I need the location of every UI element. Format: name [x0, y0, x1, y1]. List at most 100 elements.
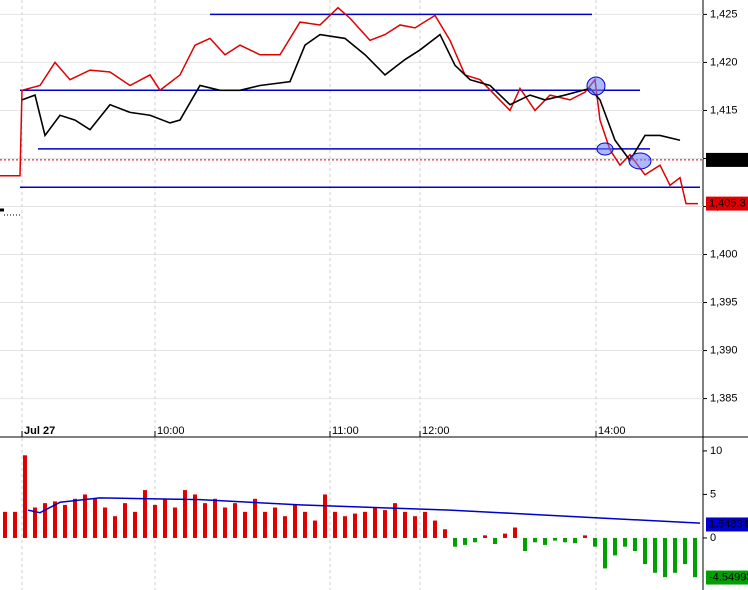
bar	[563, 537, 567, 543]
bar	[483, 535, 487, 538]
series-line	[21, 33, 681, 162]
bar	[463, 537, 467, 545]
price-label-box	[706, 196, 748, 211]
price-label: 1,409.85	[709, 154, 748, 166]
price-label: -4.54993	[709, 571, 748, 583]
bar	[173, 507, 177, 538]
x-tick-label: 11:00	[332, 425, 359, 437]
bar	[213, 498, 217, 538]
bar	[223, 507, 227, 538]
bar	[473, 537, 477, 543]
bar	[13, 511, 17, 538]
bar	[523, 537, 527, 552]
y-tick-label: 10	[710, 445, 722, 457]
bar	[23, 455, 27, 538]
bar	[323, 494, 327, 538]
bar	[623, 537, 627, 547]
price-label: 1,405.3	[709, 198, 746, 210]
bar	[613, 537, 617, 556]
bar	[83, 494, 87, 538]
bar	[143, 490, 147, 538]
bar	[493, 537, 497, 545]
bar	[423, 511, 427, 538]
bar	[153, 504, 157, 538]
bar	[533, 537, 537, 543]
bar	[63, 504, 67, 538]
bar	[93, 498, 97, 538]
y-tick-label: 1,395	[710, 296, 738, 308]
bar	[643, 537, 647, 565]
bar	[193, 494, 197, 538]
annotation-circle	[586, 76, 606, 96]
bar	[543, 537, 547, 545]
bar	[653, 537, 657, 573]
bar	[133, 511, 137, 538]
bar	[343, 516, 347, 538]
bar	[593, 537, 597, 547]
bar	[273, 507, 277, 538]
bar	[393, 503, 397, 538]
annotation-circle	[628, 152, 652, 170]
bar	[313, 520, 317, 538]
bar	[513, 527, 517, 538]
bar	[3, 511, 7, 538]
bar	[443, 529, 447, 538]
bar	[413, 516, 417, 538]
bar	[53, 501, 57, 538]
bar	[363, 511, 367, 538]
y-tick-label: 1,420	[710, 56, 738, 68]
price-label-box	[706, 152, 748, 167]
bar	[663, 537, 667, 578]
y-tick-label: 1,425	[710, 8, 738, 20]
bar	[603, 537, 607, 569]
bar	[103, 507, 107, 538]
y-tick-label: 1,385	[710, 392, 738, 404]
y-tick-label: 0	[710, 532, 716, 544]
bar	[583, 535, 587, 538]
bar	[693, 537, 697, 578]
bar	[263, 511, 267, 538]
bar	[633, 537, 637, 552]
price-label-box	[706, 517, 748, 532]
price-label-box	[706, 570, 748, 585]
bar	[453, 537, 457, 547]
bar	[353, 513, 357, 538]
y-tick-label: 1,400	[710, 248, 738, 260]
bar	[113, 516, 117, 538]
bar	[683, 537, 687, 565]
bar	[403, 511, 407, 538]
bar	[303, 511, 307, 538]
bar	[183, 490, 187, 538]
x-tick-label: 14:00	[598, 425, 626, 437]
x-tick-label: Jul 27	[24, 425, 55, 437]
y-tick-label: 1,390	[710, 344, 738, 356]
bar	[553, 537, 557, 541]
y-tick-label: 5	[710, 488, 716, 500]
bar	[233, 503, 237, 538]
bar	[293, 504, 297, 538]
bar	[43, 503, 47, 538]
price-label: 1.54834	[709, 518, 748, 530]
bar	[433, 520, 437, 538]
bar	[573, 537, 577, 544]
bar	[73, 498, 77, 538]
series-line	[27, 497, 701, 524]
bar	[253, 498, 257, 538]
bar	[383, 510, 387, 538]
bar	[203, 503, 207, 538]
bar	[243, 511, 247, 538]
bar	[123, 503, 127, 538]
bar	[33, 507, 37, 538]
x-tick-label: 12:00	[422, 425, 450, 437]
y-tick-label: 1,415	[710, 104, 738, 116]
x-tick-label: 10:00	[157, 425, 185, 437]
bar	[673, 537, 677, 573]
bar	[283, 516, 287, 538]
bar	[373, 507, 377, 538]
annotation-circle	[596, 142, 614, 156]
bar	[163, 498, 167, 538]
bar	[503, 533, 507, 538]
bar	[333, 511, 337, 538]
